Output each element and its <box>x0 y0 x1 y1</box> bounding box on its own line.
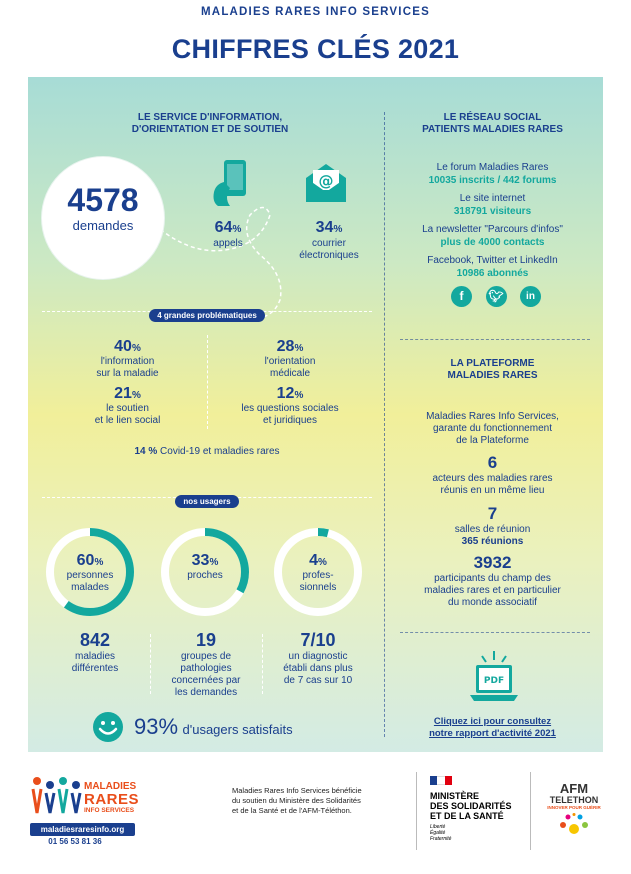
right-divider-2 <box>400 632 590 633</box>
facebook-icon[interactable]: f <box>451 286 472 307</box>
logo-phone: 01 56 53 81 36 <box>48 837 102 846</box>
email-icon: @ <box>306 164 346 202</box>
problem-4: 12% les questions sociales et juridiques <box>241 385 339 426</box>
demands-circle <box>42 157 164 279</box>
user-3: 4% profes- sionnels <box>299 552 337 593</box>
problem-3: 21% le soutien et le lien social <box>94 385 161 426</box>
problems-pill: 4 grandes problématiques <box>149 309 265 322</box>
network-heading: LE RÉSEAU SOCIAL PATIENTS MALADIES RARES <box>422 112 563 135</box>
platform-intro: Maladies Rares Info Services, garante du… <box>426 411 559 446</box>
svg-text:@: @ <box>319 172 334 190</box>
calls-label: appels <box>213 238 243 249</box>
platform-rooms: 7 salles de réunion 365 réunions <box>454 504 531 547</box>
service-heading: LE SERVICE D'INFORMATION, D'ORIENTATION … <box>131 112 289 135</box>
footer-logo: MALADIES RARES INFO SERVICES maladiesrar… <box>30 773 140 849</box>
logo-url: maladiesraresinfo.org <box>30 823 135 836</box>
covid-stat: 14 % Covid-19 et maladies rares <box>134 446 280 457</box>
user-1: 60% personnes malades <box>66 552 114 593</box>
network-stats: Le forum Maladies Rares 10035 inscrits /… <box>422 162 563 279</box>
afm-logo: AFM TELETHON INNOVER POUR GUÉRIR <box>536 782 612 844</box>
afm-sun-icon <box>560 813 588 834</box>
svg-text:PDF: PDF <box>484 676 504 686</box>
mail-label: courrier électroniques <box>299 238 359 261</box>
users-pill-wrap: nos usagers <box>42 491 372 509</box>
smile-icon <box>93 712 123 742</box>
calls-stat: 64% <box>214 219 242 236</box>
people-logo-icon <box>31 777 82 814</box>
ring-fill <box>161 528 249 616</box>
stats-divider-1 <box>150 634 151 694</box>
diagnosis-stat: 7/10 un diagnostic établi dans plus de 7… <box>283 630 353 686</box>
problem-2: 28% l'orientation médicale <box>264 338 316 379</box>
demands-label: demandes <box>72 218 134 233</box>
ring-fill <box>46 528 134 616</box>
footer-sep-2 <box>530 772 531 850</box>
twitter-icon[interactable]: 🐦︎ <box>485 286 507 307</box>
pdf-laptop-icon[interactable]: PDF <box>468 648 520 706</box>
french-flag-icon <box>430 776 452 785</box>
platform-participants: 3932 participants du champ des maladies … <box>424 553 561 608</box>
page-title: CHIFFRES CLÉS 2021 <box>171 34 460 64</box>
problem-1: 40% l'information sur la maladie <box>96 338 159 379</box>
org-header: MALADIES RARES INFO SERVICES <box>201 6 430 18</box>
stats-divider-2 <box>262 634 263 694</box>
linkedin-icon[interactable]: in <box>520 286 541 307</box>
user-rings <box>46 528 362 616</box>
users-pill: nos usagers <box>175 495 239 508</box>
diseases-stat: 842 maladies différentes <box>71 630 119 674</box>
phone-icon <box>213 160 246 206</box>
satisfaction: 93% d'usagers satisfaits <box>134 714 293 739</box>
social-icons: f 🐦︎ in <box>451 286 541 307</box>
platform-heading: LA PLATEFORME MALADIES RARES <box>447 358 538 381</box>
platform-actors: 6 acteurs des maladies rares réunis en u… <box>432 453 553 496</box>
column-divider <box>384 112 385 737</box>
support-text: Maladies Rares Info Services bénéficie d… <box>232 786 362 815</box>
problems-pill-wrap: 4 grandes problématiques <box>42 305 372 323</box>
dotted-path <box>154 206 282 319</box>
user-2: 33% proches <box>187 552 223 581</box>
ring-fill <box>274 528 362 616</box>
groups-stat: 19 groupes de pathologies concernées par… <box>171 630 241 698</box>
demands-value: 4578 <box>67 182 139 218</box>
ring-professionals <box>274 528 362 616</box>
ring-relatives <box>161 528 249 616</box>
right-divider-1 <box>400 339 590 340</box>
problems-divider <box>207 335 208 429</box>
mail-stat: 34% <box>315 219 343 236</box>
report-link[interactable]: Cliquez ici pour consultez notre rapport… <box>429 716 556 739</box>
ring-patients <box>46 528 134 616</box>
ministry-logo: MINISTÈRE DES SOLIDARITÉS ET DE LA SANTÉ… <box>430 776 530 842</box>
footer-sep-1 <box>416 772 417 850</box>
